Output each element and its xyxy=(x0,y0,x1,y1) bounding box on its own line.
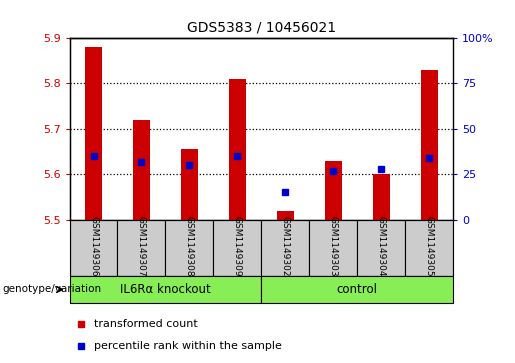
Bar xyxy=(357,220,405,276)
Text: GSM1149309: GSM1149309 xyxy=(233,216,242,277)
Text: transformed count: transformed count xyxy=(94,319,198,329)
Text: GSM1149308: GSM1149308 xyxy=(185,216,194,277)
Bar xyxy=(70,276,261,303)
Bar xyxy=(421,70,438,220)
Text: GSM1149307: GSM1149307 xyxy=(137,216,146,277)
Text: percentile rank within the sample: percentile rank within the sample xyxy=(94,341,282,351)
Text: GSM1149306: GSM1149306 xyxy=(89,216,98,277)
Bar xyxy=(229,79,246,220)
Bar xyxy=(85,47,102,220)
Bar xyxy=(133,120,150,220)
Bar xyxy=(70,220,117,276)
Bar xyxy=(373,174,390,220)
Text: genotype/variation: genotype/variation xyxy=(3,285,101,294)
Text: control: control xyxy=(337,283,378,296)
Text: GSM1149305: GSM1149305 xyxy=(425,216,434,277)
Bar xyxy=(277,211,294,220)
Bar xyxy=(213,220,261,276)
Bar xyxy=(261,276,453,303)
Bar xyxy=(165,220,213,276)
Text: IL6Rα knockout: IL6Rα knockout xyxy=(120,283,211,296)
Bar xyxy=(310,220,357,276)
Bar xyxy=(405,220,453,276)
Text: GSM1149302: GSM1149302 xyxy=(281,216,290,277)
Text: GSM1149304: GSM1149304 xyxy=(377,216,386,277)
Bar xyxy=(181,149,198,220)
Bar xyxy=(117,220,165,276)
Title: GDS5383 / 10456021: GDS5383 / 10456021 xyxy=(187,20,336,34)
Text: GSM1149303: GSM1149303 xyxy=(329,216,338,277)
Bar xyxy=(261,220,310,276)
Bar xyxy=(325,160,341,220)
